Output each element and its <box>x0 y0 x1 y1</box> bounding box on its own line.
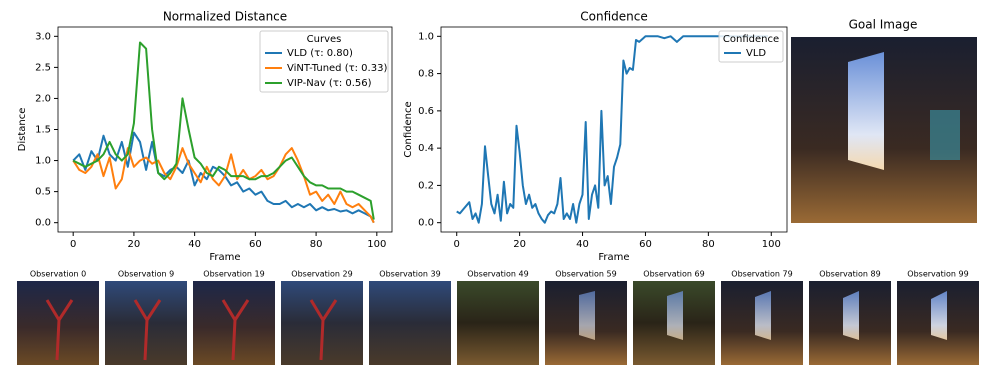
legend-label: VLD (τ: 0.80) <box>287 48 353 59</box>
goal-light <box>848 52 884 170</box>
x-tick-label: 80 <box>702 239 715 250</box>
observations: Observation 0 Observation 9 Observation 19… <box>17 270 979 365</box>
y-tick-label: 3.0 <box>35 31 51 42</box>
legend-title: Curves <box>307 34 342 45</box>
observation-light <box>843 291 859 340</box>
observation-image <box>457 281 539 365</box>
observation-tree <box>309 299 338 361</box>
observation-light <box>667 291 683 340</box>
y-tick-label: 0.0 <box>418 218 434 229</box>
x-tick-label: 20 <box>513 239 526 250</box>
observation-title: Observation 69 <box>643 270 704 279</box>
observation-title: Observation 79 <box>731 270 792 279</box>
y-tick-label: 0.6 <box>418 106 434 117</box>
y-tick-label: 2.0 <box>35 93 51 104</box>
legend-box <box>259 30 389 93</box>
legend-label: VIP-Nav (τ: 0.56) <box>287 78 372 89</box>
plot-frame <box>440 26 788 233</box>
goal-image <box>791 37 977 223</box>
plot-frame <box>57 26 393 233</box>
y-axis-label: Confidence <box>403 101 414 157</box>
observation-title: Observation 29 <box>291 270 352 279</box>
x-tick-label: 0 <box>454 239 460 250</box>
goal-window <box>930 110 960 160</box>
x-axis-label: Frame <box>209 252 240 263</box>
observation-title: Observation 9 <box>118 270 174 279</box>
observation-tree <box>133 299 162 361</box>
observation-light <box>931 291 947 340</box>
y-tick-label: 0.0 <box>35 218 51 229</box>
x-tick-label: 60 <box>249 239 262 250</box>
y-tick-label: 0.5 <box>35 187 51 198</box>
x-tick-label: 100 <box>367 239 386 250</box>
observation-title: Observation 49 <box>467 270 528 279</box>
x-tick-label: 40 <box>188 239 201 250</box>
x-tick-label: 60 <box>639 239 652 250</box>
y-tick-label: 0.2 <box>418 180 434 191</box>
legend-label: ViNT-Tuned (τ: 0.33) <box>287 63 387 74</box>
observation-title: Observation 59 <box>555 270 616 279</box>
observation-tree <box>221 299 250 361</box>
observation-tree <box>45 299 74 361</box>
observation-title: Observation 19 <box>203 270 264 279</box>
series-line <box>456 35 769 224</box>
y-tick-label: 0.4 <box>418 143 434 154</box>
x-tick-label: 80 <box>310 239 323 250</box>
y-axis-label: Distance <box>17 108 28 152</box>
chart-title: Confidence <box>580 10 647 24</box>
y-tick-label: 1.0 <box>418 31 434 42</box>
x-axis-label: Frame <box>598 252 629 263</box>
x-tick-label: 20 <box>128 239 141 250</box>
y-tick-label: 1.0 <box>35 156 51 167</box>
series-line <box>72 41 375 220</box>
legend-title: Confidence <box>723 34 779 45</box>
legend-label: VLD <box>746 48 766 59</box>
observation-title: Observation 89 <box>819 270 880 279</box>
observation-light <box>579 291 595 340</box>
legend-box <box>718 30 784 63</box>
observation-light <box>755 291 771 340</box>
observation-title: Observation 99 <box>907 270 968 279</box>
goal-title: Goal Image <box>849 18 918 32</box>
chart-title: Normalized Distance <box>163 10 287 24</box>
y-tick-label: 0.8 <box>418 69 434 80</box>
observation-title: Observation 39 <box>379 270 440 279</box>
series-line <box>72 147 375 224</box>
x-tick-label: 40 <box>576 239 589 250</box>
y-tick-label: 2.5 <box>35 62 51 73</box>
x-tick-label: 100 <box>762 239 781 250</box>
observation-title: Observation 0 <box>30 270 86 279</box>
y-tick-label: 1.5 <box>35 125 51 136</box>
x-tick-label: 0 <box>70 239 76 250</box>
observation-image <box>369 281 451 365</box>
